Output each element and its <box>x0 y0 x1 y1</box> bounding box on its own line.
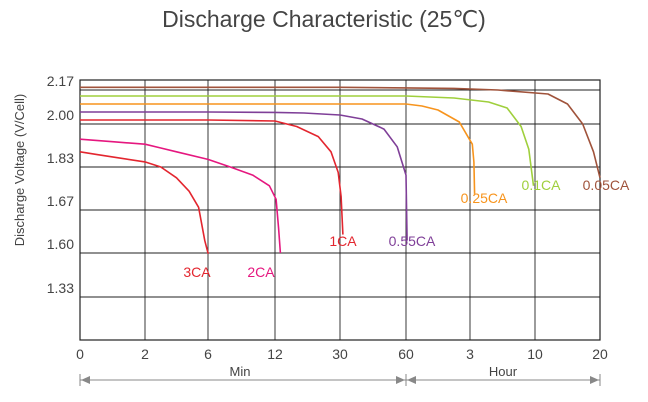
series-line <box>79 151 209 254</box>
series-label: 1CA <box>329 233 357 249</box>
y-tick-label: 1.33 <box>47 280 74 296</box>
series-label: 0.25CA <box>461 190 508 206</box>
x-tick-label: 6 <box>204 346 212 362</box>
series-label: 0.05CA <box>583 177 630 193</box>
x-tick-label: 20 <box>592 346 608 362</box>
x-axis-ticks: 0 2 6 12 30 60 3 10 20 <box>76 346 608 362</box>
x-tick-label: 30 <box>332 346 348 362</box>
time-scale-bar: Min Hour <box>79 364 601 386</box>
x-tick-label: 2 <box>141 346 149 362</box>
series-label: 3CA <box>183 264 211 280</box>
y-tick-label: 2.17 <box>47 73 74 89</box>
y-tick-label: 1.83 <box>47 150 74 166</box>
series-label: 0.1CA <box>522 177 562 193</box>
x-tick-label: 0 <box>76 346 84 362</box>
chart-title: Discharge Characteristic (25℃) <box>162 6 486 32</box>
x-tick-label: 60 <box>398 346 414 362</box>
scale-label-min: Min <box>230 364 251 379</box>
x-tick-label: 12 <box>267 346 283 362</box>
series-line <box>80 86 601 178</box>
scale-label-hour: Hour <box>489 364 518 379</box>
series-label: 2CA <box>247 264 275 280</box>
scale-bar-arrow <box>590 376 599 384</box>
series-label: 0.55CA <box>389 233 436 249</box>
y-tick-label: 2.00 <box>47 107 74 123</box>
chart-grid <box>79 79 601 341</box>
series-line <box>80 119 344 235</box>
x-tick-label: 3 <box>466 346 474 362</box>
series-line <box>79 138 282 254</box>
y-axis-label: Discharge Voltage (V/Cell) <box>12 94 27 246</box>
y-tick-label: 1.67 <box>47 193 74 209</box>
scale-bar-arrow <box>81 376 90 384</box>
scale-bar-arrow <box>407 376 416 384</box>
scale-bar-arrow <box>396 376 405 384</box>
series-line <box>80 103 476 194</box>
series-line <box>80 95 535 186</box>
x-tick-label: 10 <box>527 346 543 362</box>
y-axis-ticks: 2.17 2.00 1.83 1.67 1.60 1.33 <box>47 73 74 296</box>
chart-series: 3CA 2CA 1CA 0.55CA 0.25CA 0.1CA 0.05CA <box>79 86 630 280</box>
y-tick-label: 1.60 <box>47 236 74 252</box>
series-line <box>80 111 408 241</box>
